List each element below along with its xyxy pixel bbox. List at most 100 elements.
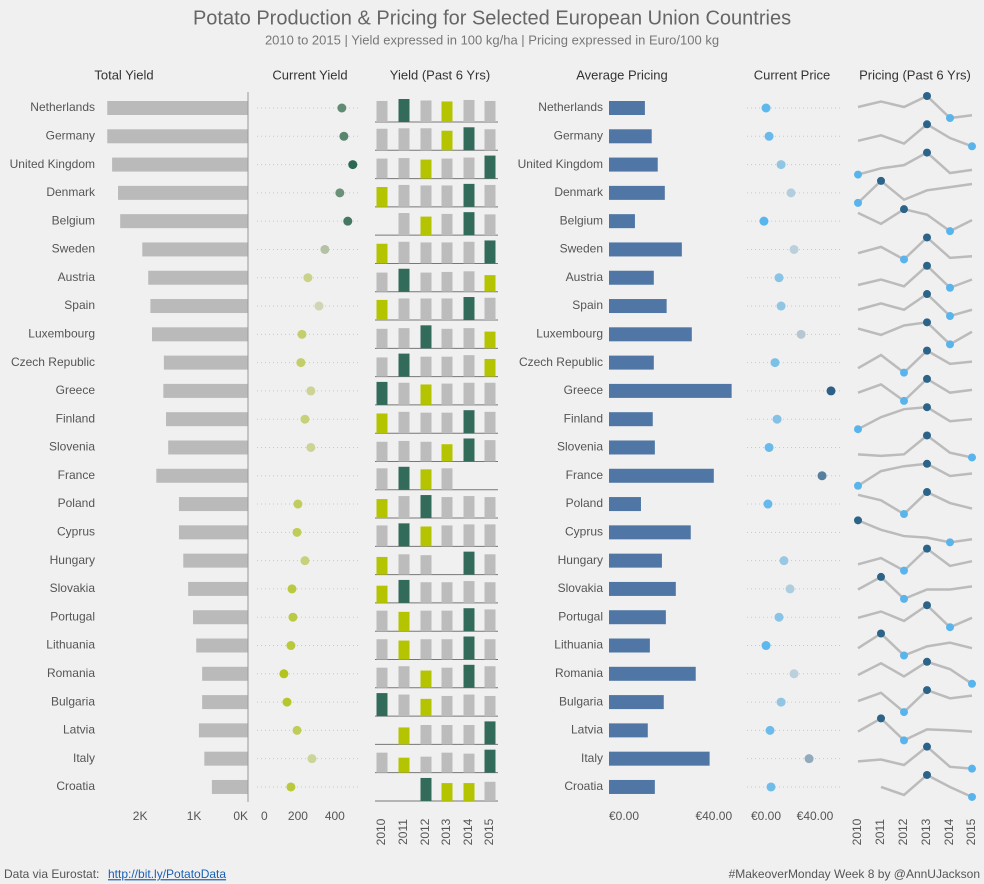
- min-dot: [900, 708, 908, 717]
- x-tick-label: 1K: [187, 809, 202, 823]
- column-header: Total Yield: [94, 67, 153, 82]
- max-dot: [877, 714, 885, 723]
- footer-source: Data via Eurostat:: [4, 867, 99, 881]
- dot: [293, 499, 303, 509]
- dot: [320, 244, 330, 254]
- spark-bar: [463, 157, 475, 179]
- spark-line: [857, 660, 973, 685]
- dot: [306, 386, 316, 396]
- spark-bar: [420, 441, 432, 462]
- dot: [776, 160, 786, 170]
- spark-bar: [441, 412, 453, 434]
- spark-bar: [376, 328, 388, 349]
- bar: [609, 299, 667, 314]
- spark-bar: [441, 582, 453, 603]
- category-label: Germany: [46, 128, 95, 142]
- spark-bar: [484, 582, 496, 603]
- spark-line: [857, 547, 973, 573]
- spark-line: [857, 716, 973, 742]
- spark-bar: [484, 411, 496, 434]
- spark-line: [857, 688, 973, 714]
- spark-line: [857, 575, 973, 601]
- spark-bar: [463, 783, 475, 801]
- bar: [204, 751, 248, 766]
- min-dot: [946, 283, 954, 292]
- year-label: 2012: [896, 818, 910, 845]
- bar: [150, 299, 248, 314]
- spark-bar: [420, 384, 432, 405]
- spark-bar: [484, 129, 496, 151]
- category-label: Finland: [56, 411, 95, 425]
- dot: [789, 244, 799, 254]
- year-label: 2010: [850, 818, 864, 845]
- spark-bar: [441, 752, 453, 773]
- dot: [303, 273, 313, 283]
- spark-line: [857, 377, 973, 403]
- dot: [776, 697, 786, 707]
- bar: [609, 214, 635, 229]
- spark-bar: [376, 499, 388, 519]
- bar: [120, 214, 248, 229]
- year-label: 2012: [418, 818, 432, 845]
- spark-bar: [463, 241, 475, 264]
- max-dot: [923, 92, 931, 100]
- dot: [785, 584, 795, 594]
- spark-bar: [398, 99, 410, 122]
- spark-bar: [398, 757, 410, 773]
- category-label: Hungary: [558, 553, 603, 567]
- year-label: 2010: [374, 818, 388, 845]
- max-dot: [923, 261, 931, 270]
- bar: [609, 327, 692, 342]
- bar: [183, 553, 248, 568]
- max-dot: [923, 686, 931, 695]
- category-label: Belgium: [560, 213, 603, 227]
- category-label: Portugal: [558, 609, 603, 623]
- spark-bar: [484, 275, 496, 292]
- max-dot: [923, 431, 931, 440]
- spark-line: [857, 179, 973, 204]
- spark-bar: [484, 297, 496, 321]
- dot: [306, 442, 316, 452]
- dot: [796, 329, 806, 339]
- spark-line: [857, 631, 973, 657]
- year-label: 2014: [461, 818, 475, 845]
- spark-bar: [441, 610, 453, 632]
- max-dot: [854, 516, 862, 525]
- spark-bar: [376, 381, 388, 405]
- category-label: Denmark: [554, 185, 604, 199]
- max-dot: [923, 233, 931, 242]
- spark-bar: [463, 664, 475, 688]
- spark-bar: [463, 382, 475, 405]
- dot: [817, 471, 827, 481]
- bar: [163, 355, 248, 370]
- column-header: Current Price: [754, 67, 831, 82]
- bar: [609, 270, 654, 285]
- spark-bar: [376, 158, 388, 179]
- spark-line: [857, 405, 973, 431]
- bar: [198, 723, 248, 738]
- dot: [297, 329, 307, 339]
- min-dot: [900, 736, 908, 745]
- x-tick-label: €0.00: [609, 809, 639, 823]
- spark-bar: [398, 440, 410, 462]
- spark-bar: [420, 356, 432, 377]
- bar: [609, 779, 655, 794]
- bar: [107, 129, 248, 144]
- spark-line: [857, 745, 973, 770]
- spark-bar: [463, 271, 475, 292]
- spark-bar: [484, 331, 496, 349]
- bar: [609, 695, 664, 710]
- spark-bar: [484, 721, 496, 745]
- spark-bar: [441, 783, 453, 801]
- spark-bar: [398, 328, 410, 349]
- bar: [211, 779, 248, 794]
- spark-bar: [484, 695, 496, 717]
- x-tick-label: €40.00: [797, 809, 834, 823]
- spark-bar: [420, 272, 432, 292]
- spark-bar: [376, 100, 388, 122]
- spark-bar: [463, 410, 475, 434]
- dot: [789, 669, 799, 679]
- min-dot: [900, 651, 908, 660]
- footer-link[interactable]: http://bit.ly/PotatoData: [108, 867, 226, 881]
- bar: [609, 101, 645, 115]
